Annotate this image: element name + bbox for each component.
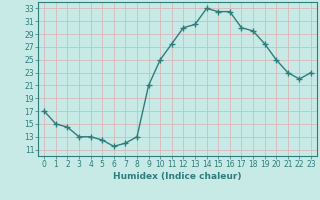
X-axis label: Humidex (Indice chaleur): Humidex (Indice chaleur) (113, 172, 242, 181)
